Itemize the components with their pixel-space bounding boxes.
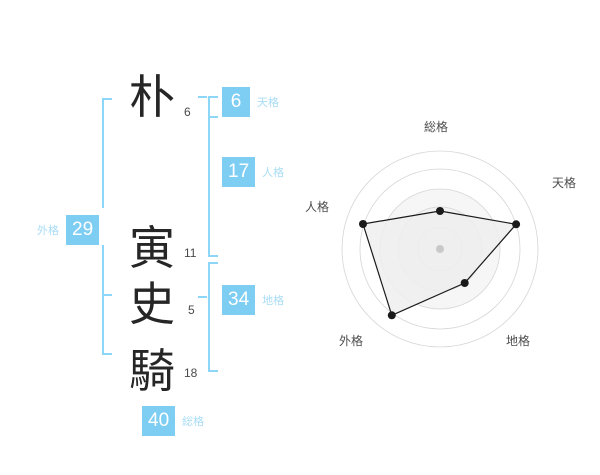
stroke-count-4: 18 [184, 366, 198, 380]
stroke-count-3: 5 [188, 303, 195, 317]
radar-axis-label-gaikaku: 外格 [339, 334, 364, 348]
badge-soukaku[interactable]: 40 総格 [142, 406, 204, 436]
badge-tenkaku[interactable]: 6 天格 [222, 87, 279, 117]
bracket-gaikaku-vertical-top [102, 98, 104, 208]
name-stroke-diagram: 朴 寅 史 騎 6 11 5 18 6 天格 [0, 0, 300, 470]
stroke-count-1: 6 [184, 105, 191, 119]
badge-soukaku-value: 40 [142, 406, 176, 436]
radar-data-point[interactable] [436, 207, 444, 215]
name-character-4: 騎 [129, 344, 175, 398]
radar-series-polygon [362, 210, 517, 316]
bracket-gaikaku-top [102, 98, 112, 100]
stroke-count-2: 11 [184, 246, 197, 260]
bracket-gaikaku-stub-upper [102, 294, 112, 296]
badge-gaikaku-value: 29 [66, 215, 100, 245]
bracket-chikaku-vertical [208, 262, 210, 372]
badge-gaikaku[interactable]: 外格 29 [37, 215, 100, 245]
radar-chart: 総格 天格 地格 外格 人格 [300, 0, 600, 470]
bracket-jinkaku-bottom [208, 255, 218, 257]
radar-grid-ring [359, 168, 521, 330]
bracket-jinkaku-top [208, 116, 218, 118]
badge-jinkaku-value: 17 [222, 157, 256, 187]
bracket-tenkaku-top [208, 96, 218, 98]
radar-data-point[interactable] [387, 311, 396, 320]
name-character-1: 朴 [129, 70, 175, 124]
bracket-tenkaku-vertical [208, 96, 210, 118]
bracket-chikaku-stub [198, 296, 207, 298]
badge-soukaku-label: 総格 [182, 415, 205, 428]
radar-data-point[interactable] [512, 220, 521, 229]
badge-chikaku-label: 地格 [262, 294, 285, 307]
badge-chikaku-value: 34 [222, 285, 256, 315]
badge-tenkaku-label: 天格 [257, 96, 279, 109]
bracket-gaikaku-bottom [102, 353, 112, 355]
radar-data-point[interactable] [359, 220, 367, 228]
radar-axis-label-tenkaku: 天格 [552, 176, 577, 190]
radar-data-point[interactable] [460, 279, 469, 287]
bracket-gaikaku-vertical-bottom [102, 245, 104, 355]
radar-grid-ring [341, 150, 539, 348]
name-character-2: 寅 [129, 221, 175, 275]
badge-chikaku[interactable]: 34 地格 [222, 285, 284, 315]
badge-jinkaku-label: 人格 [262, 166, 285, 179]
bracket-chikaku-top [208, 262, 218, 264]
radar-axis-label-soukaku: 総格 [424, 120, 449, 134]
bracket-jinkaku-vertical [208, 116, 210, 257]
radar-axis-label-jinkaku: 人格 [305, 200, 330, 214]
badge-jinkaku[interactable]: 17 人格 [222, 157, 284, 187]
badge-tenkaku-value: 6 [222, 87, 250, 117]
radar-center-dot [436, 245, 444, 253]
badge-gaikaku-label: 外格 [37, 224, 59, 237]
bracket-tenkaku-stub [198, 96, 207, 98]
radar-chart-svg [341, 150, 539, 348]
name-character-3: 史 [129, 277, 175, 331]
bracket-chikaku-bottom [208, 370, 218, 372]
radar-axis-label-chikaku: 地格 [506, 334, 531, 348]
